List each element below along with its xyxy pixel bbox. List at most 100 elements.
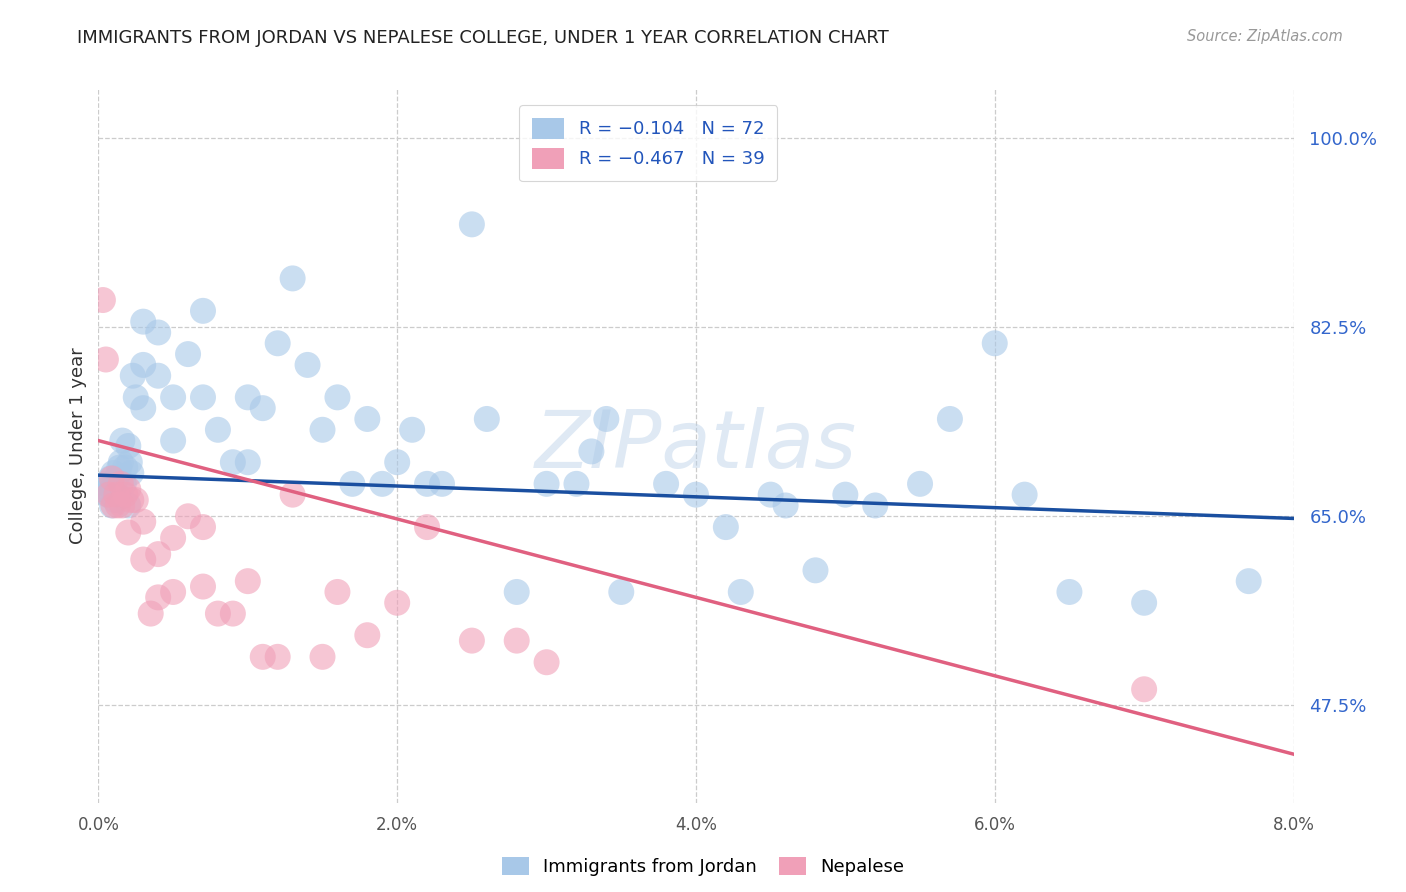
Point: [162, 390, 184, 404]
Point: [1014, 488, 1036, 502]
Point: [110, 476, 132, 491]
Point: [1237, 574, 1260, 589]
Point: [506, 585, 529, 599]
Point: [101, 499, 124, 513]
Point: [97, 485, 120, 500]
Point: [984, 336, 1007, 351]
Point: [714, 520, 737, 534]
Point: [281, 488, 304, 502]
Point: [401, 423, 423, 437]
Point: [565, 476, 588, 491]
Point: [536, 655, 558, 669]
Legend: Immigrants from Jordan, Nepalese: Immigrants from Jordan, Nepalese: [495, 849, 911, 883]
Point: [121, 368, 143, 383]
Point: [236, 574, 259, 589]
Point: [865, 499, 887, 513]
Point: [107, 499, 129, 513]
Point: [177, 347, 200, 361]
Point: [114, 488, 136, 502]
Text: IMMIGRANTS FROM JORDAN VS NEPALESE COLLEGE, UNDER 1 YEAR CORRELATION CHART: IMMIGRANTS FROM JORDAN VS NEPALESE COLLE…: [77, 29, 889, 46]
Point: [939, 412, 962, 426]
Point: [117, 439, 139, 453]
Point: [162, 434, 184, 448]
Point: [342, 476, 364, 491]
Text: Source: ZipAtlas.com: Source: ZipAtlas.com: [1187, 29, 1343, 44]
Point: [356, 412, 378, 426]
Point: [103, 499, 125, 513]
Point: [1059, 585, 1081, 599]
Point: [311, 423, 333, 437]
Point: [139, 607, 162, 621]
Point: [132, 401, 155, 416]
Point: [461, 633, 484, 648]
Point: [506, 633, 529, 648]
Point: [97, 488, 120, 502]
Point: [111, 434, 134, 448]
Text: ZIPatlas: ZIPatlas: [534, 407, 858, 485]
Point: [416, 476, 439, 491]
Point: [236, 390, 259, 404]
Point: [908, 476, 931, 491]
Point: [91, 293, 114, 307]
Point: [759, 488, 782, 502]
Point: [834, 488, 856, 502]
Point: [125, 390, 148, 404]
Point: [98, 471, 122, 485]
Point: [117, 525, 139, 540]
Point: [103, 466, 125, 480]
Point: [385, 596, 409, 610]
Point: [461, 218, 484, 232]
Point: [236, 455, 259, 469]
Point: [311, 649, 333, 664]
Point: [191, 520, 214, 534]
Point: [162, 531, 184, 545]
Point: [148, 368, 170, 383]
Point: [655, 476, 678, 491]
Point: [595, 412, 617, 426]
Point: [430, 476, 453, 491]
Point: [148, 326, 170, 340]
Point: [107, 488, 129, 502]
Point: [148, 591, 170, 605]
Point: [105, 471, 128, 485]
Point: [132, 515, 155, 529]
Point: [222, 607, 245, 621]
Point: [114, 460, 136, 475]
Point: [1133, 596, 1156, 610]
Point: [371, 476, 394, 491]
Point: [385, 455, 409, 469]
Point: [120, 493, 142, 508]
Point: [117, 482, 139, 496]
Point: [132, 358, 155, 372]
Point: [120, 466, 142, 480]
Point: [108, 460, 131, 475]
Y-axis label: College, Under 1 year: College, Under 1 year: [69, 348, 87, 544]
Point: [101, 471, 124, 485]
Point: [94, 476, 117, 491]
Point: [475, 412, 498, 426]
Point: [326, 585, 349, 599]
Point: [297, 358, 319, 372]
Point: [132, 552, 155, 566]
Point: [112, 476, 135, 491]
Point: [207, 423, 229, 437]
Point: [281, 271, 304, 285]
Point: [1133, 682, 1156, 697]
Point: [104, 493, 127, 508]
Point: [416, 520, 439, 534]
Point: [191, 580, 214, 594]
Point: [105, 488, 128, 502]
Point: [177, 509, 200, 524]
Point: [111, 499, 134, 513]
Point: [191, 390, 214, 404]
Point: [118, 455, 141, 469]
Legend: R = −0.104   N = 72, R = −0.467   N = 39: R = −0.104 N = 72, R = −0.467 N = 39: [519, 105, 778, 181]
Point: [207, 607, 229, 621]
Point: [267, 336, 290, 351]
Point: [162, 585, 184, 599]
Point: [110, 455, 132, 469]
Point: [610, 585, 633, 599]
Point: [775, 499, 797, 513]
Point: [252, 649, 274, 664]
Point: [536, 476, 558, 491]
